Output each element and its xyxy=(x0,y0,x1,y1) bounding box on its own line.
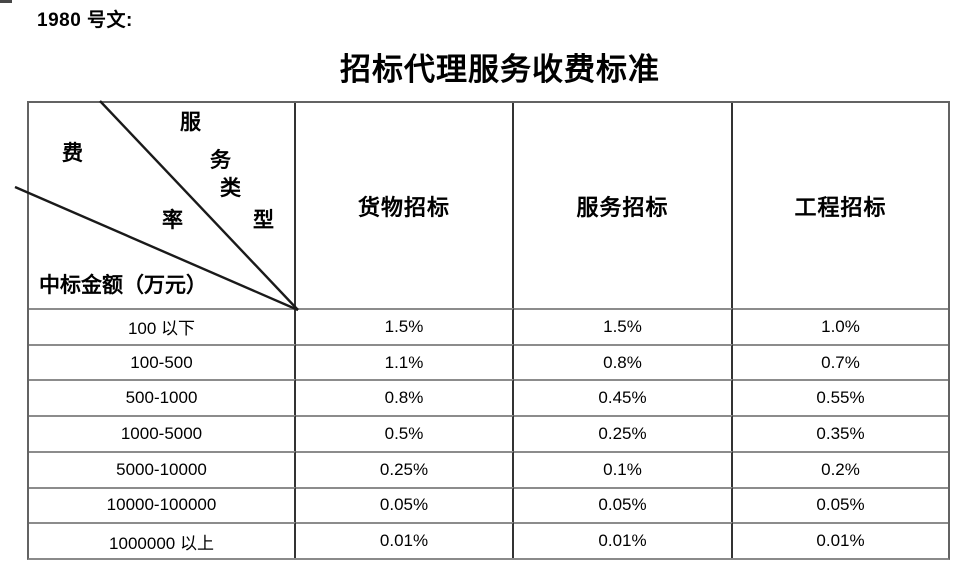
table-cell: 0.01% xyxy=(733,522,948,558)
row-axis-label: 中标金额（万元） xyxy=(39,273,207,297)
corner-service-type-char: 服 xyxy=(180,110,201,134)
corner-service-type-char: 型 xyxy=(253,208,274,232)
table-cell: 0.45% xyxy=(514,379,733,416)
table-cell: 0.05% xyxy=(296,486,514,523)
table-cell: 0.2% xyxy=(733,450,948,487)
table-cell: 0.25% xyxy=(296,450,514,487)
row-label: 100-500 xyxy=(29,343,296,380)
corner-fee-rate-char: 率 xyxy=(162,208,183,232)
column-header-service: 服务招标 xyxy=(514,103,733,308)
table-cell: 0.01% xyxy=(514,522,733,558)
fee-table: 服 务 类 型 费 率 中标金额（万元） 货物招标 服务招标 工程招标 100 … xyxy=(14,100,950,560)
table-corner-header-cell: 服 务 类 型 费 率 中标金额（万元） xyxy=(14,100,299,312)
table-cell: 0.8% xyxy=(296,379,514,416)
scan-artifact-mark xyxy=(0,0,12,3)
table-cell: 0.7% xyxy=(733,343,948,380)
document-ref: 1980 号文: xyxy=(37,10,133,31)
page-title: 招标代理服务收费标准 xyxy=(340,52,660,87)
row-label: 100 以下 xyxy=(29,308,296,344)
table-cell: 0.1% xyxy=(514,450,733,487)
table-cell: 0.5% xyxy=(296,415,514,451)
table-cell: 0.8% xyxy=(514,343,733,380)
table-cell: 1.1% xyxy=(296,343,514,380)
table-cell: 1.5% xyxy=(296,308,514,344)
row-label: 1000-5000 xyxy=(29,415,296,451)
row-label: 5000-10000 xyxy=(29,450,296,487)
corner-fee-rate-char: 费 xyxy=(62,141,83,165)
table-cell: 0.35% xyxy=(733,415,948,451)
table-cell: 1.5% xyxy=(514,308,733,344)
table-cell: 0.55% xyxy=(733,379,948,415)
table-cell: 0.05% xyxy=(514,486,733,523)
column-header-engineering: 工程招标 xyxy=(794,194,887,220)
table-cell: 0.01% xyxy=(296,522,514,558)
table-cell: 1.0% xyxy=(733,308,948,344)
row-label: 10000-100000 xyxy=(29,486,296,523)
row-label: 500-1000 xyxy=(29,379,296,416)
column-header-goods: 货物招标 xyxy=(296,103,514,308)
diagonal-divider-lines xyxy=(14,100,299,312)
table-cell: 0.05% xyxy=(733,486,948,523)
corner-service-type-char: 类 xyxy=(220,176,241,200)
row-label: 1000000 以上 xyxy=(29,522,296,558)
corner-service-type-char: 务 xyxy=(210,148,231,172)
table-cell: 0.25% xyxy=(514,415,733,451)
